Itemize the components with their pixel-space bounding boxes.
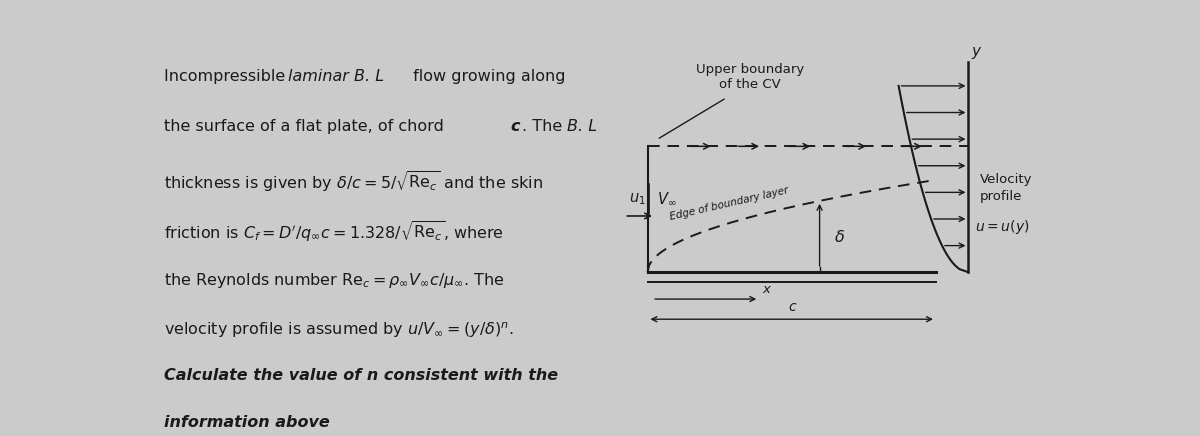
Text: flow growing along: flow growing along [408, 69, 565, 84]
Text: Upper boundary: Upper boundary [696, 63, 804, 76]
Text: profile: profile [979, 190, 1022, 203]
Text: the Reynolds number $\mathrm{Re}_c = \rho_\infty V_\infty c/\mu_\infty$. The: the Reynolds number $\mathrm{Re}_c = \rh… [164, 270, 504, 290]
Text: $V_\infty$: $V_\infty$ [656, 191, 677, 208]
Text: B. L: B. L [566, 119, 596, 134]
Text: of the CV: of the CV [719, 78, 781, 91]
Text: velocity profile is assumed by $u/V_\infty =(y/\delta)^n$.: velocity profile is assumed by $u/V_\inf… [164, 321, 514, 341]
Text: laminar B. L: laminar B. L [288, 69, 384, 84]
Text: . The: . The [522, 119, 568, 134]
Text: x: x [762, 283, 770, 296]
Text: $u = u(y)$: $u = u(y)$ [974, 218, 1030, 236]
Text: thickness is given by $\delta/c = 5/\sqrt{\mathrm{Re}_c}$ and the skin: thickness is given by $\delta/c = 5/\sqr… [164, 170, 542, 194]
Text: Calculate the value of n consistent with the: Calculate the value of n consistent with… [164, 368, 558, 383]
Text: Edge of boundary layer: Edge of boundary layer [670, 185, 790, 222]
Text: $u_1$: $u_1$ [629, 191, 646, 207]
Text: Velocity: Velocity [979, 174, 1032, 187]
Text: y: y [971, 44, 980, 59]
Text: $\delta$: $\delta$ [834, 228, 845, 245]
Text: friction is $C_f = D'/q_\infty c = 1.328/\sqrt{\mathrm{Re}_c}$, where: friction is $C_f = D'/q_\infty c = 1.328… [164, 220, 504, 245]
Text: c: c [788, 300, 796, 314]
Text: c: c [511, 119, 521, 134]
Text: Incompressible: Incompressible [164, 69, 290, 84]
Text: information above: information above [164, 415, 330, 430]
Text: the surface of a flat plate, of chord: the surface of a flat plate, of chord [164, 119, 449, 134]
